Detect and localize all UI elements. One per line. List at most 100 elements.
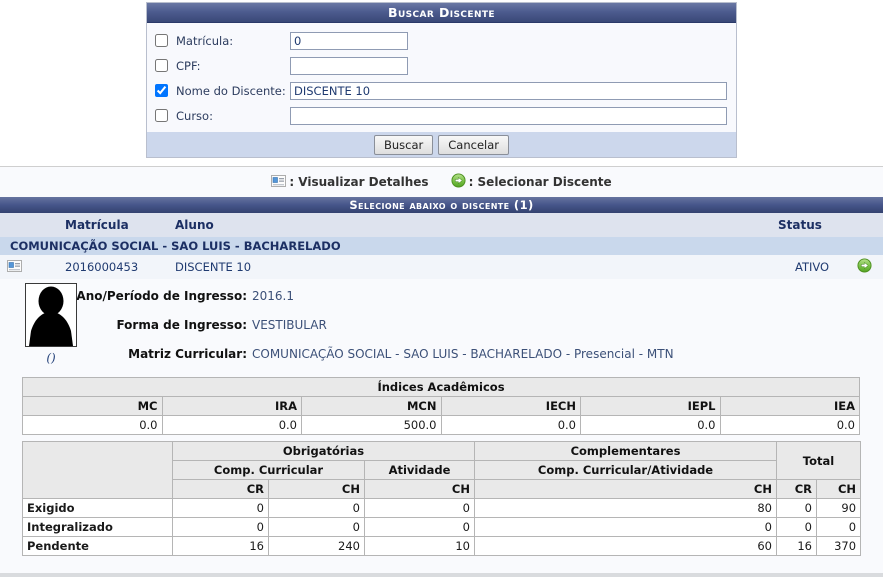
pendente-ch2: 10 — [364, 536, 475, 556]
indices-header-ira: IRA — [161, 396, 302, 416]
legend-item-select: : Selecionar Discente — [451, 173, 612, 191]
buscar-button[interactable]: Buscar — [373, 134, 434, 155]
indices-values-row: 0.0 0.0 500.0 0.0 0.0 0.0 — [22, 415, 860, 435]
exigido-cr2: 0 — [776, 498, 817, 518]
curriculum-corner-cell — [22, 441, 173, 499]
complementares-header: Complementares — [474, 441, 777, 461]
student-row: 2016000453 DISCENTE 10 ATIVO — [0, 255, 883, 279]
matricula-input[interactable] — [290, 31, 408, 50]
form-title-bar: Buscar Discente — [147, 3, 736, 23]
form-title: Buscar Discente — [388, 5, 495, 20]
exigido-ch1: 0 — [268, 498, 365, 518]
obrigatorias-header: Obrigatórias — [172, 441, 475, 461]
info-row-ingresso: Ano/Período de Ingresso: 2016.1 — [0, 281, 883, 310]
person-silhouette-icon — [26, 284, 76, 346]
unit-header-ch3: CH — [474, 479, 777, 499]
select-arrow-icon — [451, 173, 466, 191]
indices-header-iea: IEA — [719, 396, 860, 416]
indices-value-mcn: 500.0 — [301, 415, 442, 435]
comp-curricular-header: Comp. Curricular — [172, 460, 365, 480]
total-header: Total — [775, 441, 862, 480]
nome-label: Nome do Discente: — [176, 83, 286, 98]
cancelar-button[interactable]: Cancelar — [438, 134, 509, 155]
cpf-label: CPF: — [176, 58, 201, 73]
indices-header-mcn: MCN — [301, 396, 442, 416]
info-row-forma: Forma de Ingresso: VESTIBULAR — [0, 310, 883, 339]
indices-academicos-table: Índices Acadêmicos MC IRA MCN IECH IEPL … — [22, 377, 860, 435]
indices-header-iepl: IEPL — [580, 396, 721, 416]
integralizado-cr1: 0 — [172, 517, 269, 537]
pendente-ch1: 240 — [268, 536, 365, 556]
indices-header-iech: IECH — [440, 396, 581, 416]
results-header-row: Matrícula Aluno Status — [0, 213, 883, 237]
cpf-checkbox[interactable] — [155, 59, 168, 72]
results-panel: : Visualizar Detalhes : Selecionar Disce… — [0, 167, 883, 577]
pendente-cr1: 16 — [172, 536, 269, 556]
unit-header-cr2: CR — [776, 479, 817, 499]
integralizado-ch2: 0 — [364, 517, 475, 537]
indices-value-iepl: 0.0 — [580, 415, 721, 435]
results-title: Selecione abaixo o discente (1) — [349, 198, 534, 212]
ingresso-label: Ano/Período de Ingresso: — [76, 288, 247, 303]
forma-label: Forma de Ingresso: — [116, 317, 247, 332]
indices-header-row: MC IRA MCN IECH IEPL IEA — [22, 396, 860, 416]
indices-table-title: Índices Acadêmicos — [22, 377, 860, 397]
curriculum-summary-table: Obrigatórias Complementares Total Comp. … — [22, 441, 862, 556]
view-details-button[interactable] — [0, 259, 30, 275]
student-photo — [25, 283, 77, 347]
cpf-input[interactable] — [290, 56, 408, 75]
atividade-header: Atividade — [364, 460, 475, 480]
unit-header-ch2: CH — [364, 479, 475, 499]
pendente-ch3: 60 — [474, 536, 777, 556]
matricula-checkbox[interactable] — [155, 34, 168, 47]
integralizado-ch3: 0 — [474, 517, 777, 537]
curso-checkbox[interactable] — [155, 109, 168, 122]
pendente-ch4: 370 — [815, 536, 862, 556]
bottom-border — [0, 573, 883, 577]
unit-header-cr1: CR — [172, 479, 269, 499]
nome-checkbox[interactable] — [155, 84, 168, 97]
pendente-cr2: 16 — [776, 536, 817, 556]
indices-value-mc: 0.0 — [22, 415, 163, 435]
field-row-matricula: Matrícula: — [147, 28, 736, 53]
matricula-cell: 2016000453 — [65, 260, 139, 274]
indices-value-ira: 0.0 — [161, 415, 302, 435]
curriculum-row-pendente: Pendente 16 240 10 60 16 370 — [22, 536, 862, 556]
curriculum-row-integralizado: Integralizado 0 0 0 0 0 0 — [22, 517, 862, 537]
matricula-column-header: Matrícula — [65, 218, 129, 232]
integralizado-label: Integralizado — [22, 517, 173, 537]
icon-legend: : Visualizar Detalhes : Selecionar Disce… — [0, 167, 883, 197]
form-body: Matrícula: CPF: Nome do Discente: Curso: — [147, 23, 736, 132]
nome-input[interactable] — [290, 81, 727, 100]
integralizado-ch4: 0 — [815, 517, 862, 537]
field-row-curso: Curso: — [147, 103, 736, 128]
exigido-ch2: 0 — [364, 498, 475, 518]
integralizado-ch1: 0 — [268, 517, 365, 537]
info-row-matriz: Matriz Curricular: COMUNICAÇÃO SOCIAL - … — [0, 339, 883, 368]
select-student-button[interactable] — [845, 258, 883, 276]
matriz-value: COMUNICAÇÃO SOCIAL - SAO LUIS - BACHAREL… — [252, 346, 674, 361]
legend-select-label: : Selecionar Discente — [468, 175, 612, 189]
search-form: Buscar Discente Matrícula: CPF: Nome do … — [146, 2, 737, 158]
aluno-column-header: Aluno — [175, 218, 214, 232]
exigido-ch4: 90 — [815, 498, 862, 518]
pendente-label: Pendente — [22, 536, 173, 556]
curriculum-unit-header-row: CR CH CH CH CR CH — [23, 479, 862, 499]
aluno-cell: DISCENTE 10 — [175, 260, 252, 274]
ingresso-value: 2016.1 — [252, 288, 294, 303]
course-group-row: COMUNICAÇÃO SOCIAL - SAO LUIS - BACHAREL… — [0, 237, 883, 255]
field-row-nome: Nome do Discente: — [147, 78, 736, 103]
vcard-details-icon — [271, 174, 287, 190]
student-detail-section: () Ano/Período de Ingresso: 2016.1 Forma… — [0, 279, 883, 371]
curriculum-sub-header-row: Comp. Curricular Atividade Comp. Curricu… — [23, 460, 861, 480]
exigido-label: Exigido — [22, 498, 173, 518]
matriz-label: Matriz Curricular: — [128, 346, 247, 361]
indices-header-mc: MC — [22, 396, 163, 416]
legend-details-label: : Visualizar Detalhes — [289, 175, 429, 189]
curso-input[interactable] — [290, 106, 727, 125]
integralizado-cr2: 0 — [776, 517, 817, 537]
form-footer: Buscar Cancelar — [147, 132, 736, 157]
status-column-header: Status — [778, 218, 822, 232]
photo-caption: () — [46, 351, 56, 365]
